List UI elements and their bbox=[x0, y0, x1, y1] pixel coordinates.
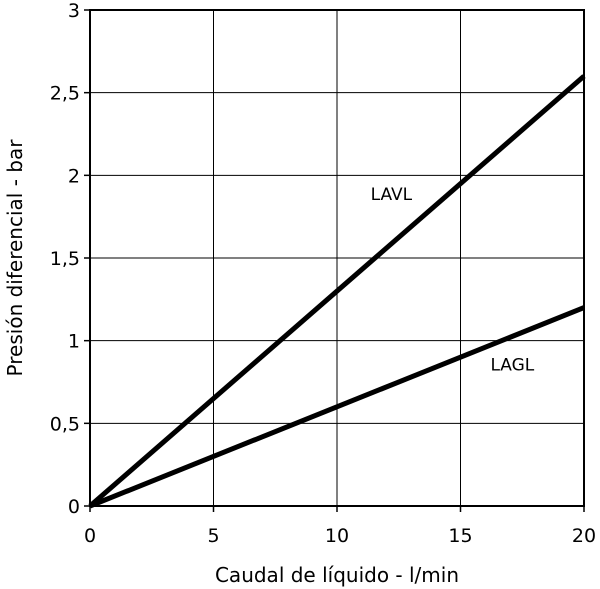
y-tick-label: 2,5 bbox=[50, 83, 80, 105]
y-tick-label: 3 bbox=[68, 0, 80, 22]
y-tick-label: 0,5 bbox=[50, 413, 80, 435]
x-tick-label: 15 bbox=[448, 525, 472, 547]
x-tick-label: 20 bbox=[572, 525, 596, 547]
x-tick-label: 5 bbox=[207, 525, 219, 547]
x-tick-label: 10 bbox=[325, 525, 349, 547]
y-tick-label: 1 bbox=[68, 331, 80, 353]
y-axis-ticks: 0 0,5 1 1,5 2 2,5 3 bbox=[50, 0, 90, 518]
series-line-lavl bbox=[88, 74, 586, 508]
series-lines: LAVL LAGL bbox=[88, 74, 586, 509]
y-axis-label: Presión diferencial - bar bbox=[3, 139, 27, 377]
grid-lines bbox=[89, 9, 585, 507]
x-tick-label: 0 bbox=[84, 525, 96, 547]
series-label-lavl: LAVL bbox=[371, 185, 413, 205]
y-tick-label: 1,5 bbox=[50, 248, 80, 270]
x-axis-label: Caudal de líquido - l/min bbox=[215, 563, 459, 587]
x-axis-ticks: 0 5 10 15 20 bbox=[84, 506, 596, 547]
y-tick-label: 0 bbox=[68, 496, 80, 518]
series-line-lagl bbox=[89, 305, 585, 509]
series-label-lagl: LAGL bbox=[490, 355, 534, 375]
y-tick-label: 2 bbox=[68, 165, 80, 187]
